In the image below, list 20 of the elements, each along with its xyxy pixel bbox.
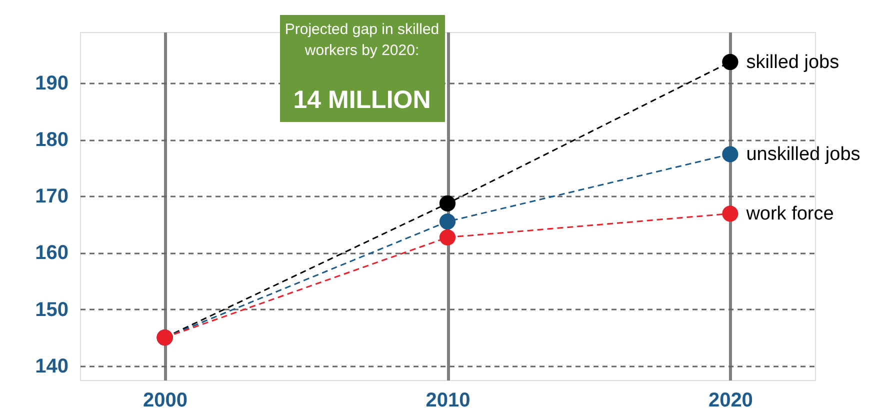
annotation: 14 MILLION	[293, 86, 431, 114]
point	[439, 195, 456, 212]
y-tick-label: 170	[35, 186, 68, 208]
series-label: work force	[745, 204, 834, 225]
point	[722, 206, 738, 222]
x-tick-label: 2000	[143, 390, 188, 412]
x-tick-label: 2010	[426, 390, 470, 412]
annotation: Projected gap in skilled workers by 2020:	[284, 21, 440, 59]
point	[439, 229, 456, 246]
point	[722, 54, 738, 70]
y-tick-label: 150	[35, 298, 68, 321]
point	[439, 214, 456, 230]
series-label: skilled jobs	[746, 52, 840, 73]
y-tick-label: 160	[35, 242, 68, 264]
point	[722, 146, 738, 162]
y-tick-label: 190	[35, 72, 68, 94]
y-tick-label: 140	[35, 355, 68, 378]
series-label: unskilled jobs	[746, 144, 860, 166]
y-tick-label: 180	[35, 129, 68, 152]
x-tick-label: 2020	[708, 390, 753, 412]
